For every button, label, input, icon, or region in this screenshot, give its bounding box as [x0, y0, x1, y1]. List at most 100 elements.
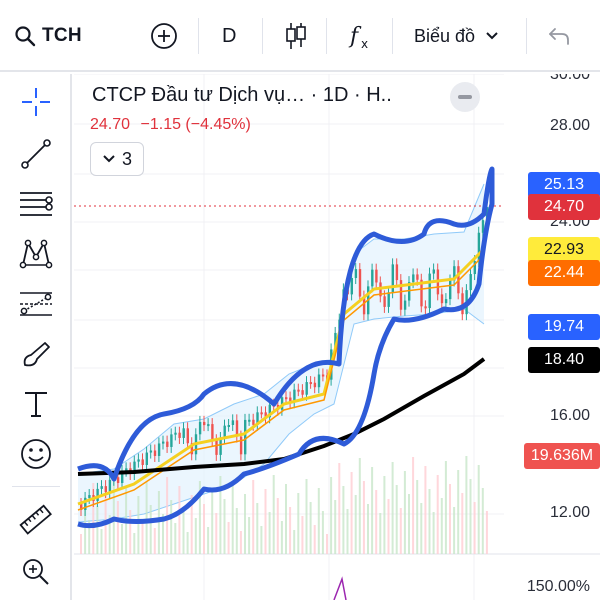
candle-body — [481, 220, 485, 233]
volume-bar — [391, 462, 394, 554]
candle-body — [80, 504, 83, 510]
volume-bar — [457, 470, 460, 554]
candle-body — [293, 389, 296, 403]
volume-bar — [280, 521, 283, 554]
volume-bar — [354, 495, 357, 554]
volume-bar — [174, 523, 177, 554]
chart-style-button[interactable] — [284, 0, 308, 72]
fib-tool[interactable] — [14, 182, 58, 226]
chart-type-dropdown[interactable]: Biểu đồ — [414, 0, 499, 72]
candle-body — [453, 266, 456, 281]
volume-bar — [244, 494, 246, 554]
volume-bar — [453, 507, 456, 554]
candle-body — [215, 440, 218, 455]
interval-button[interactable]: D — [222, 0, 236, 72]
indicators-toggle[interactable]: 3 — [90, 142, 144, 176]
candle-body — [391, 264, 394, 293]
fx-icon: f x — [348, 24, 368, 51]
legend-change: −1.15 (−4.45%) — [140, 116, 251, 133]
volume-bar — [485, 511, 488, 554]
volume-bar — [223, 499, 226, 554]
volume-bar — [190, 495, 193, 554]
candle-body — [211, 424, 214, 441]
indicator-spike — [333, 576, 347, 600]
volume-bar — [285, 484, 287, 554]
legend-last-price: 24.70 — [90, 116, 131, 133]
volume-bar — [330, 477, 333, 554]
candle-body — [403, 300, 407, 310]
trendline-icon — [21, 139, 51, 169]
candle-body — [350, 278, 353, 295]
volume-bar — [289, 507, 292, 554]
volume-bar — [235, 508, 238, 554]
volume-bar — [346, 509, 349, 554]
candle-body — [309, 382, 312, 385]
volume-bar — [215, 513, 218, 554]
price-chart-canvas[interactable] — [74, 74, 600, 600]
volume-bar — [272, 475, 275, 554]
volume-bar — [375, 490, 378, 554]
volume-bar — [137, 496, 140, 554]
chart-pane[interactable]: CTCP Đầu tư Dịch vụ… · 1D · H.. 24.70 −1… — [74, 74, 600, 600]
volume-bar — [444, 461, 447, 554]
candle-body — [104, 486, 107, 492]
symbol-search[interactable]: TCH — [14, 0, 82, 72]
volume-bar — [260, 526, 263, 554]
volume-bar — [317, 488, 320, 554]
candle-body — [399, 280, 403, 310]
minus-icon — [458, 95, 472, 99]
volume-bar — [367, 504, 369, 554]
candle-body — [178, 432, 181, 438]
volume-bar — [186, 532, 189, 554]
volume-bar — [358, 458, 361, 554]
volume-bar — [477, 465, 480, 554]
legend-price-line: 24.70 −1.15 (−4.45%) — [90, 116, 251, 134]
trendline-tool[interactable] — [14, 132, 58, 176]
candle-body — [313, 382, 317, 388]
candle-body — [133, 461, 136, 474]
projection-tool[interactable] — [14, 282, 58, 326]
zoom-tool[interactable] — [14, 550, 58, 594]
candle-body — [100, 486, 103, 489]
crosshair-tool[interactable] — [14, 80, 58, 124]
volume-bar — [88, 520, 91, 554]
volume-bar — [264, 489, 267, 554]
indicators-button[interactable]: f x — [348, 0, 374, 72]
badge-lower-band: 19.74 — [528, 314, 600, 340]
pattern-tool[interactable] — [14, 232, 58, 276]
volume-bar — [383, 476, 386, 554]
ma-black-line — [77, 357, 486, 476]
indicator-axis-label: 150.00% — [526, 578, 590, 595]
brush-icon — [23, 342, 50, 367]
candle-body — [334, 332, 337, 350]
volume-bar — [170, 500, 173, 554]
candle-body — [461, 293, 464, 315]
volume-bar — [338, 463, 341, 554]
brush-tool[interactable] — [14, 332, 58, 376]
candle-body — [116, 477, 120, 483]
tool-divider — [12, 486, 60, 487]
ma-orange-line — [77, 254, 485, 511]
candle-body — [198, 421, 202, 435]
undo-button[interactable] — [548, 0, 570, 72]
plus-circle-icon — [151, 23, 177, 49]
compare-add-button[interactable] — [150, 0, 178, 72]
ruler-tool[interactable] — [14, 498, 58, 542]
candle-body — [354, 269, 358, 279]
crosshair-icon — [22, 88, 50, 116]
candle-body — [235, 420, 239, 437]
zoom-icon — [23, 559, 49, 585]
badge-ma-orange: 22.44 — [528, 260, 600, 286]
candle-body — [182, 428, 185, 438]
legend-collapse-button[interactable] — [450, 82, 480, 112]
volume-bar — [162, 514, 164, 554]
text-tool[interactable] — [14, 382, 58, 426]
candle-body — [252, 419, 255, 425]
candle-body — [432, 269, 435, 274]
volume-bar — [395, 485, 398, 554]
volume-bar — [207, 527, 210, 554]
emoji-tool[interactable] — [14, 432, 58, 476]
volume-bar — [256, 503, 259, 554]
interval-label: D — [222, 24, 237, 47]
ruler-icon — [19, 504, 52, 535]
